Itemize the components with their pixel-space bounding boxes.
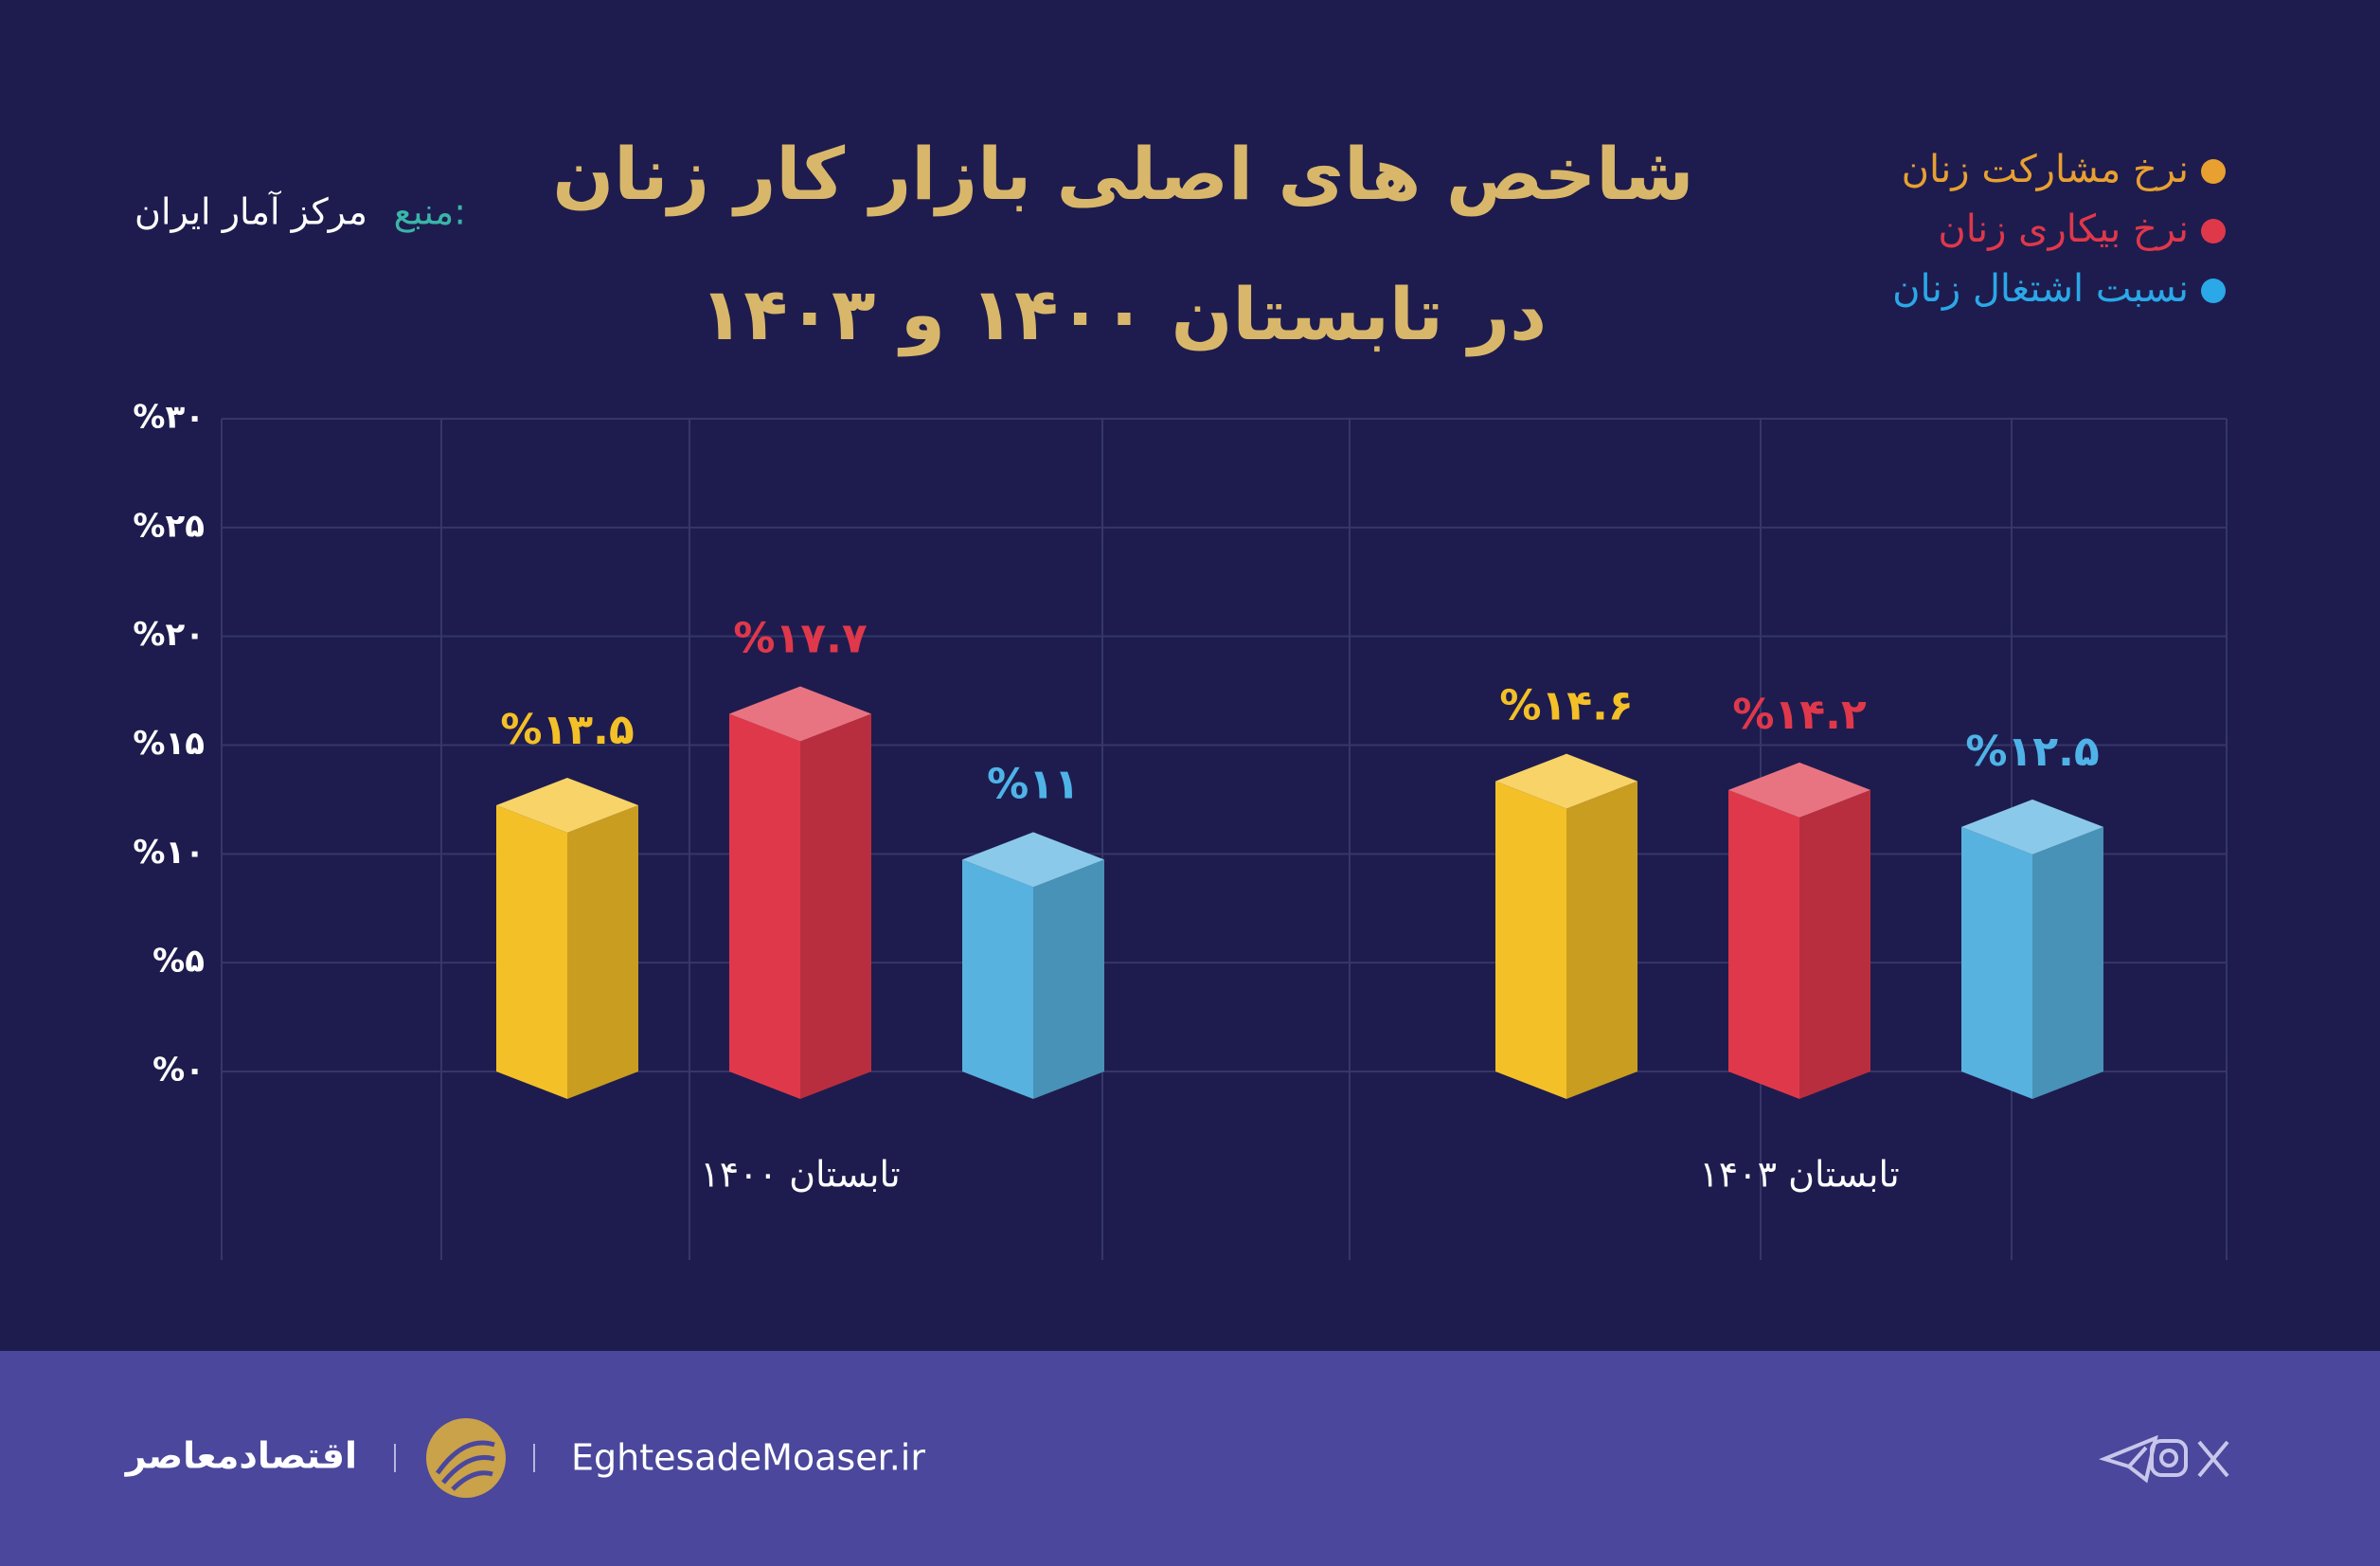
bar-top-face — [729, 686, 871, 742]
legend-marker — [2201, 159, 2226, 184]
bar-left-face — [496, 804, 567, 1099]
value-label: %۱۳.۵ — [500, 706, 634, 754]
bar — [1961, 799, 2103, 1099]
legend-marker — [2201, 219, 2226, 243]
footer-brand: اقتصادمعاصر — [124, 1435, 357, 1477]
bar — [496, 777, 638, 1099]
plot: %۰ %۵ %۱۰ %۱۵ %۲۰ %۲۵ %۳۰ تابستان ۱۴۰۰ تابستان ۱… — [133, 148, 2228, 1260]
source-label: منبع: — [394, 191, 466, 234]
legend-label: نرخ بیکاری زنان — [1938, 207, 2189, 251]
bar — [962, 832, 1104, 1099]
instagram-lens — [2159, 1449, 2178, 1467]
bar-left-face — [729, 713, 800, 1099]
bar-right-face — [2032, 826, 2103, 1099]
y-tick-label: %۱۵ — [133, 725, 205, 763]
bar-top-face — [1728, 762, 1870, 818]
bar-top-face — [962, 832, 1104, 888]
bar — [1495, 753, 1637, 1099]
bar — [729, 686, 871, 1099]
y-tick-label: %۱۰ — [133, 834, 205, 872]
value-label: %۱۱ — [987, 760, 1080, 808]
y-tick-label: %۳۰ — [133, 399, 205, 437]
bar-left-face — [1961, 826, 2032, 1099]
bar-right-face — [1033, 859, 1104, 1099]
bar — [1728, 762, 1870, 1099]
footer-band — [0, 1351, 2380, 1566]
bar-left-face — [962, 859, 1033, 1099]
source: مرکز آمار ایران — [134, 190, 367, 234]
value-label: %۱۲.۵ — [1965, 728, 2099, 776]
footer-website: EghtesadeMoaser.ir — [571, 1437, 925, 1479]
social-icons — [2099, 1434, 2229, 1484]
instagram-icon — [2150, 1439, 2188, 1477]
x-icon — [2197, 1440, 2229, 1478]
chart-title: شاخص های اصلی بازار کار زنان — [552, 132, 1693, 217]
value-label: %۱۷.۷ — [733, 614, 868, 662]
y-tick-label: %۰ — [152, 1052, 205, 1089]
legend-label: نرخ مشارکت زنان — [1902, 148, 2189, 191]
logo-mark — [435, 1440, 495, 1491]
chart-subtitle: در تابستان ۱۴۰۰ و ۱۴۰۳ — [700, 272, 1547, 357]
bar-right-face — [800, 713, 871, 1099]
y-tick-label: %۵ — [152, 943, 205, 981]
value-label: %۱۴.۲ — [1732, 691, 1867, 739]
bar-top-face — [1961, 799, 2103, 855]
bar-top-face — [496, 777, 638, 833]
legend-marker — [2201, 279, 2226, 303]
telegram-icon — [2099, 1434, 2158, 1484]
bar-right-face — [1566, 781, 1637, 1099]
legend-label: نسبت اشتغال زنان — [1892, 267, 2189, 311]
x-tick-label: تابستان ۱۴۰۳ — [1699, 1154, 1899, 1196]
bar-left-face — [1495, 781, 1566, 1099]
bar-right-face — [567, 804, 638, 1099]
bar-left-face — [1728, 789, 1799, 1099]
y-tick-label: %۲۵ — [133, 507, 205, 545]
value-label: %۱۴.۶ — [1499, 682, 1633, 730]
y-tick-label: %۲۰ — [133, 616, 205, 654]
x-tick-label: تابستان ۱۴۰۰ — [700, 1154, 900, 1196]
bar-right-face — [1799, 789, 1870, 1099]
bar-top-face — [1495, 753, 1637, 809]
